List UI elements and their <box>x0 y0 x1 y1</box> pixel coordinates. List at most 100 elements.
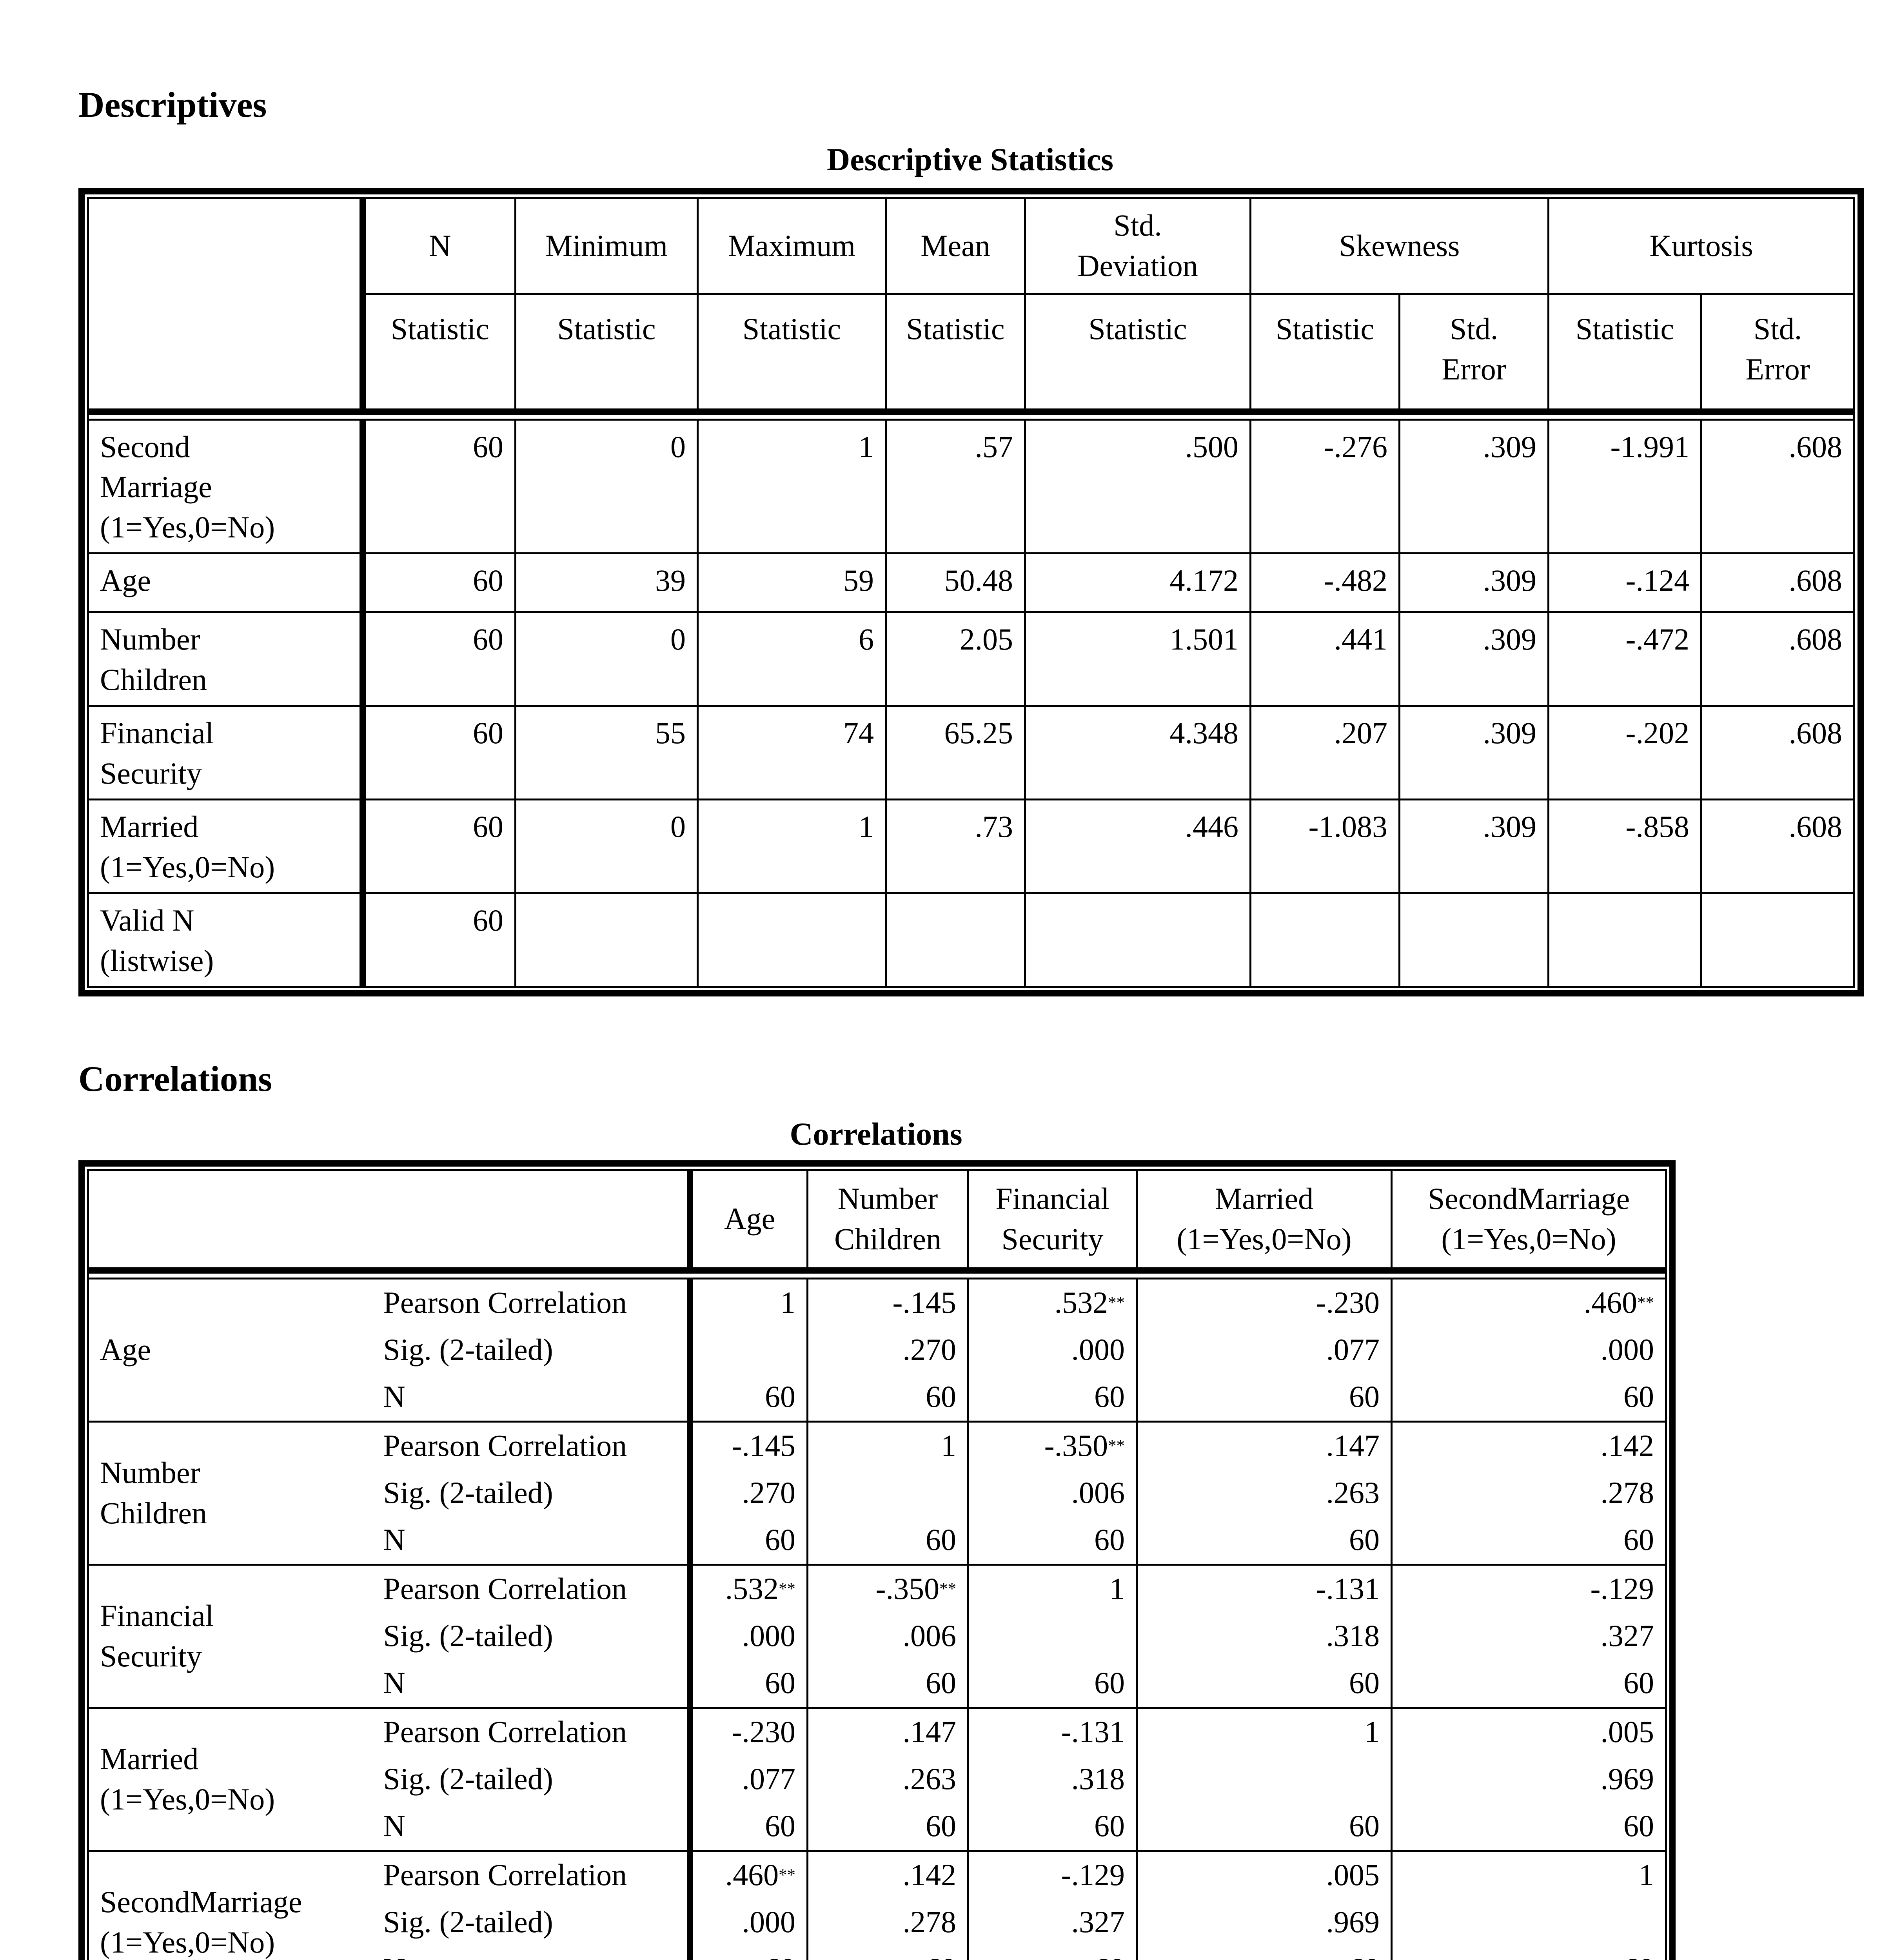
statistic-value: 60 <box>361 611 516 707</box>
correlation-cell: .005 .969 60 <box>1136 1849 1393 1960</box>
variable-row: Financial Security 60 55 74 65.25 4.348.207.3… <box>87 705 1855 801</box>
row-label: Married (1=Yes,0=No) <box>87 1706 353 1852</box>
statistic-value: 0 <box>514 799 699 895</box>
variable-row: Married (1=Yes,0=No) Pearson Correlation S… <box>87 1706 1667 1852</box>
pearson-value: -.350 ** <box>1044 1428 1125 1463</box>
sig-value: .270 <box>742 1475 796 1510</box>
stat-type-label: Pearson Correlation <box>383 1428 627 1463</box>
n-value: 60 <box>1623 1523 1654 1557</box>
n-value: 60 <box>1094 1379 1125 1414</box>
stat-type-label: Pearson Correlation <box>383 1858 627 1892</box>
statistic-value: -.202 <box>1547 705 1702 801</box>
correlation-cell: .532 ** .000 60 <box>967 1277 1138 1423</box>
sig-value: .278 <box>902 1905 957 1939</box>
correlation-cell: .460** .000 60 <box>689 1849 808 1960</box>
statistic-value: .608 <box>1700 705 1855 801</box>
pearson-value: -.230 <box>732 1715 795 1749</box>
correlation-cell: 1 60 <box>689 1277 808 1423</box>
pearson-value: 1 <box>1639 1858 1654 1892</box>
n-value: 60 <box>1394 1946 1664 1960</box>
statistic-value: 1 <box>697 799 887 895</box>
n-value: 60 <box>970 1946 1135 1960</box>
statistic-value: .500 <box>1024 418 1251 555</box>
pearson-value: -.350 ** <box>875 1572 956 1606</box>
n-value: 60 <box>1623 1379 1654 1414</box>
correlations-table-title: Correlations <box>790 1116 962 1152</box>
statistic-value: .309 <box>1398 418 1549 555</box>
sig-value: .006 <box>902 1619 957 1653</box>
statistic-value: .608 <box>1700 611 1855 707</box>
statistic-value: -.472 <box>1547 611 1702 707</box>
correlations-grid: Age Number Children Financial Security Marr… <box>87 1169 1667 1960</box>
statistic-value: .73 <box>885 799 1026 895</box>
statistic-value <box>1547 892 1702 988</box>
row-label: SecondMarriage (1=Yes,0=No) <box>87 1849 353 1960</box>
correlation-cell: 1 60 <box>1136 1706 1393 1852</box>
statistic-value: .309 <box>1398 705 1549 801</box>
pearson-value: -.131 <box>1316 1572 1380 1606</box>
pearson-value: -.129 <box>1590 1572 1654 1606</box>
row-label: Married (1=Yes,0=No) <box>87 799 366 895</box>
pearson-value: -.145 <box>732 1428 795 1463</box>
descriptive-table-title: Descriptive Statistics <box>827 142 1113 177</box>
n-value: 60 <box>765 1809 795 1843</box>
n-value: 60 <box>1094 1523 1125 1557</box>
stat-type-label: Sig. (2-tailed) <box>383 1332 553 1367</box>
statistic-value <box>1249 892 1400 988</box>
pearson-value: -.145 <box>892 1285 956 1320</box>
correlation-cell: 1 60 <box>806 1420 969 1566</box>
descriptive-statistics-table: N Minimum Maximum Mean Std. Deviation Skewnes… <box>78 188 1864 996</box>
statistic-subheader: Statistic <box>514 293 699 412</box>
variable-row: Valid N (listwise) 60 <box>87 892 1855 988</box>
n-value: 60 <box>1623 1666 1654 1700</box>
correlation-cell: 1 60 <box>967 1563 1138 1709</box>
statistic-value: 55 <box>514 705 699 801</box>
n-value: 60 <box>926 1809 956 1843</box>
n-value: 60 <box>693 1946 806 1960</box>
descriptives-heading: Descriptives <box>78 85 267 125</box>
sig-value: .006 <box>1071 1475 1125 1510</box>
pearson-value: .147 <box>1326 1428 1380 1463</box>
statistic-value: -.276 <box>1249 418 1400 555</box>
statistic-value: .207 <box>1249 705 1400 801</box>
sig-value: .000 <box>1600 1332 1654 1367</box>
correlation-cell: -.230 .077 60 <box>1136 1277 1393 1423</box>
statistic-value: -.124 <box>1547 552 1702 613</box>
descriptive-statistics-grid: N Minimum Maximum Mean Std. Deviation Skewnes… <box>87 197 1855 988</box>
statistic-subheader: Statistic <box>1547 293 1702 412</box>
pearson-value: 1 <box>941 1428 956 1463</box>
correlation-cell: .147 .263 60 <box>1136 1420 1393 1566</box>
statistic-value: 59 <box>697 552 887 613</box>
stat-type-labels: Pearson Correlation Sig. (2-tailed) N <box>352 1706 693 1852</box>
pearson-value: .460 ** <box>1583 1285 1654 1320</box>
sig-value: .969 <box>1326 1905 1380 1939</box>
statistic-value: 60 <box>361 892 516 988</box>
statistic-value: .57 <box>885 418 1026 555</box>
sig-value: .327 <box>1071 1905 1125 1939</box>
stat-type-label: Sig. (2-tailed) <box>383 1762 553 1796</box>
n-value: 60 <box>926 1523 956 1557</box>
statistic-value <box>1700 892 1855 988</box>
statistic-value: .608 <box>1700 552 1855 613</box>
stat-type-labels: Pearson Correlation Sig. (2-tailed) N <box>352 1420 693 1566</box>
statistic-subheader: Std. Error <box>1398 293 1549 412</box>
pearson-value: -.131 <box>1061 1715 1125 1749</box>
sig-value: .318 <box>1071 1762 1125 1796</box>
correlations-header-row: Age Number Children Financial Security Marr… <box>87 1169 1667 1272</box>
correlation-cell: -.129 .327 60 <box>967 1849 1138 1960</box>
statistic-value: 4.172 <box>1024 552 1251 613</box>
correlation-cell: -.350 ** .006 60 <box>967 1420 1138 1566</box>
stat-type-label: N <box>383 1809 405 1843</box>
statistic-value: 0 <box>514 611 699 707</box>
correlations-heading: Correlations <box>78 1059 272 1099</box>
stub-cell <box>87 1169 693 1270</box>
n-value: 60 <box>765 1666 795 1700</box>
n-value: 60 <box>765 1523 795 1557</box>
n-value: 60 <box>1094 1666 1125 1700</box>
n-value: 60 <box>926 1666 956 1700</box>
stat-type-label: Pearson Correlation <box>383 1715 627 1749</box>
correlation-cell: -.131 .318 60 <box>1136 1563 1393 1709</box>
statistic-value: 39 <box>514 552 699 613</box>
n-value: 60 <box>1139 1946 1390 1960</box>
